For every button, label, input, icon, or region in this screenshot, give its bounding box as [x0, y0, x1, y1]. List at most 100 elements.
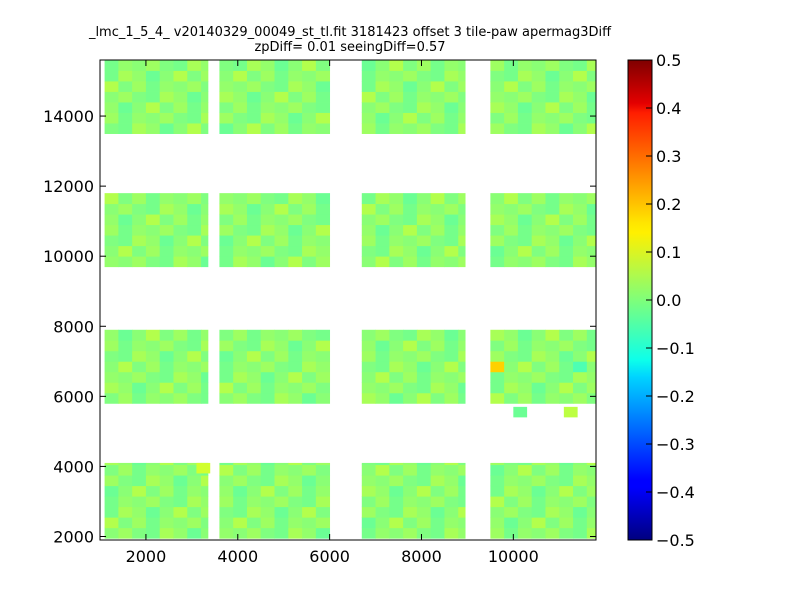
- heatmap-cell: [219, 382, 234, 394]
- heatmap-cell: [416, 214, 432, 226]
- heatmap-cell: [517, 123, 533, 134]
- heatmap-cell: [288, 382, 303, 394]
- heatmap-cell: [559, 392, 574, 404]
- heatmap-cell: [559, 350, 574, 362]
- heatmap-cell: [458, 517, 466, 529]
- heatmap-cell: [517, 60, 533, 71]
- heatmap-cell: [173, 496, 188, 508]
- heatmap-cell: [545, 340, 560, 352]
- heatmap-cell: [118, 462, 133, 466]
- heatmap-cell: [416, 245, 432, 257]
- heatmap-cell: [233, 382, 248, 394]
- heatmap-cell: [573, 382, 588, 394]
- heatmap-cell: [444, 340, 459, 352]
- heatmap-cell: [132, 392, 147, 404]
- heatmap-cell: [246, 203, 262, 215]
- heatmap-cell: [444, 527, 459, 539]
- heatmap-cell: [361, 462, 376, 466]
- heatmap-cell: [104, 203, 119, 215]
- heatmap-cell: [233, 102, 248, 113]
- heatmap-cell: [288, 371, 303, 383]
- heatmap-cell: [573, 193, 588, 205]
- heatmap-cell: [219, 112, 234, 124]
- heatmap-cell: [531, 203, 546, 215]
- heatmap-cell: [288, 329, 303, 341]
- heatmap-cell: [458, 485, 466, 497]
- heatmap-cell: [545, 462, 560, 466]
- heatmap-cell: [118, 203, 133, 215]
- heatmap-cell: [260, 382, 275, 394]
- heatmap-cell: [573, 329, 588, 341]
- heatmap-cell: [201, 361, 209, 373]
- heatmap-cell: [118, 245, 133, 257]
- heatmap-cell: [118, 496, 133, 508]
- heatmap-cell: [458, 496, 466, 508]
- heatmap-cell: [246, 193, 262, 205]
- heatmap-cell: [416, 91, 432, 103]
- heatmap-cell: [288, 392, 303, 404]
- heatmap-cell: [490, 382, 505, 394]
- heatmap-cell: [173, 361, 188, 373]
- heatmap-cell: [458, 193, 466, 205]
- heatmap-cell: [545, 70, 560, 82]
- heatmap-cell: [545, 517, 560, 529]
- heatmap-cell: [573, 371, 588, 383]
- heatmap-cell: [274, 371, 289, 383]
- heatmap-cell: [586, 382, 597, 394]
- heatmap-cell: [274, 256, 289, 268]
- heatmap-cell: [403, 361, 418, 373]
- heatmap-cell: [159, 224, 174, 236]
- heatmap-cell: [504, 527, 519, 539]
- heatmap-cell: [132, 464, 147, 476]
- heatmap-cell: [187, 224, 202, 236]
- heatmap-cell: [545, 256, 560, 268]
- heatmap-cell: [389, 224, 404, 236]
- heatmap-cell: [504, 224, 519, 236]
- x-tick-label: 6000: [309, 547, 350, 566]
- heatmap-cell: [288, 91, 303, 103]
- heatmap-cell: [430, 371, 445, 383]
- heatmap-cell: [145, 517, 161, 529]
- heatmap-cell: [118, 517, 133, 529]
- heatmap-cell: [187, 123, 202, 134]
- heatmap-cell: [201, 123, 209, 134]
- heatmap-cell: [586, 224, 597, 236]
- heatmap-cell: [586, 350, 597, 362]
- heatmap-cell: [302, 496, 317, 508]
- heatmap-cell: [545, 485, 560, 497]
- heatmap-cell: [274, 70, 289, 82]
- heatmap-cell: [315, 496, 331, 508]
- heatmap-cell: [416, 102, 432, 113]
- heatmap-cell: [361, 123, 376, 134]
- heatmap-cell: [302, 340, 317, 352]
- heatmap-cell: [389, 329, 404, 341]
- heatmap-cell: [118, 464, 133, 476]
- heatmap-cell: [233, 224, 248, 236]
- heatmap-cell: [118, 392, 133, 404]
- heatmap-cell: [219, 91, 234, 103]
- heatmap-cell: [458, 350, 466, 362]
- heatmap-cell: [545, 361, 560, 373]
- heatmap-cell: [490, 517, 505, 529]
- heatmap-cell: [389, 527, 404, 539]
- heatmap-cell: [559, 329, 574, 341]
- heatmap-cell: [389, 123, 404, 134]
- heatmap-cell: [389, 203, 404, 215]
- heatmap-cell: [416, 350, 432, 362]
- chart-title-line1: _lmc_1_5_4_ v20140329_00049_st_tl.fit 31…: [88, 25, 612, 40]
- heatmap-cell: [531, 527, 546, 539]
- heatmap-cell: [504, 329, 519, 341]
- heatmap-cell: [302, 235, 317, 247]
- heatmap-cell: [361, 475, 376, 487]
- heatmap-cell: [389, 392, 404, 404]
- heatmap-cell: [274, 350, 289, 362]
- heatmap-cell: [361, 361, 376, 373]
- heatmap-cell: [517, 256, 533, 268]
- heatmap-cell: [233, 60, 248, 71]
- heatmap-cell: [375, 527, 390, 539]
- heatmap-cell: [504, 506, 519, 518]
- heatmap-cell: [315, 60, 331, 71]
- heatmap-cell: [260, 506, 275, 518]
- heatmap-cell: [274, 340, 289, 352]
- heatmap-cell: [531, 506, 546, 518]
